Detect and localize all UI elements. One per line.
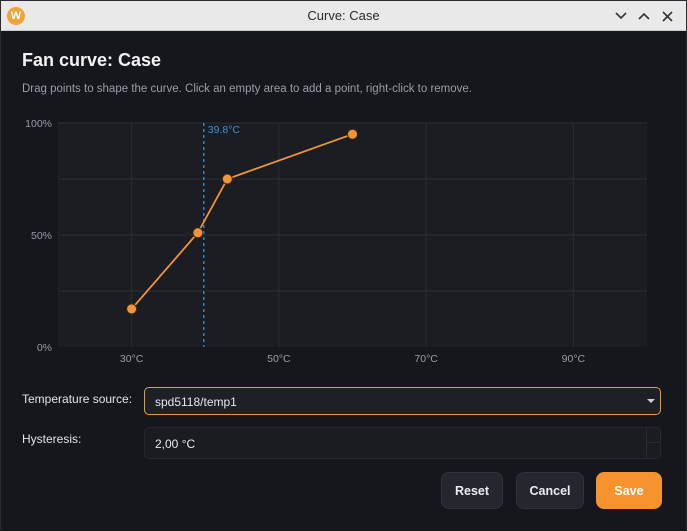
app-logo-icon: W [7,7,25,25]
fan-curve-line [130,133,353,310]
chevron-up-icon [638,12,650,20]
x-tick-label: 30°C [120,353,144,365]
curve-point-handle[interactable] [221,173,233,185]
curve-point-handle[interactable] [126,303,138,315]
current-temperature-label: 39.8°C [208,124,241,136]
hysteresis-spinbox[interactable]: 2,00 °C [144,427,661,459]
curve-point-handle[interactable] [192,227,204,239]
y-tick-label: 0% [37,342,52,354]
fan-curve-svg[interactable]: 100% 50% 0% 30°C 50°C 70°C 90°C 39.8°C [1,111,687,381]
y-tick-label: 100% [25,118,52,130]
stepper-down-button[interactable] [647,443,660,458]
hysteresis-value: 2,00 °C [155,437,196,451]
close-button[interactable] [657,6,677,26]
dialog-description: Drag points to shape the curve. Click an… [22,83,472,95]
temperature-source-select[interactable]: spd5118/temp1 [144,387,661,415]
hysteresis-stepper[interactable] [646,428,660,458]
window-title: Curve: Case [307,8,380,23]
reset-button[interactable]: Reset [441,472,503,509]
title-bar[interactable]: W Curve: Case [1,1,686,31]
stepper-up-button[interactable] [647,428,660,443]
x-tick-label: 90°C [562,353,586,365]
dialog-content: Fan curve: Case Drag points to shape the… [1,31,686,531]
temperature-source-label: Temperature source: [22,392,133,406]
y-tick-label: 50% [31,230,52,242]
maximize-button[interactable] [634,6,654,26]
dropdown-caret-icon [647,399,655,403]
cancel-button[interactable]: Cancel [516,472,584,509]
minimize-button[interactable] [611,6,631,26]
x-tick-label: 50°C [267,353,291,365]
save-button[interactable]: Save [596,472,662,509]
fan-curve-chart[interactable]: 100% 50% 0% 30°C 50°C 70°C 90°C 39.8°C [1,111,687,386]
hysteresis-label: Hysteresis: [22,432,82,446]
curve-point-handle[interactable] [347,128,358,140]
temperature-source-value: spd5118/temp1 [155,395,237,409]
chevron-down-icon [615,12,627,20]
close-icon [661,10,673,22]
app-logo-letter: W [10,10,22,22]
x-tick-label: 70°C [414,353,438,365]
dialog-heading: Fan curve: Case [22,50,162,70]
